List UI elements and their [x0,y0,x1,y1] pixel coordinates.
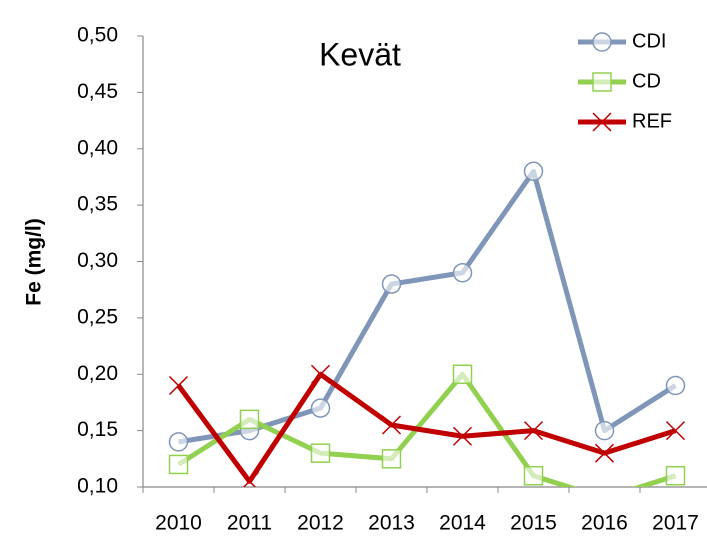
marker [168,375,189,396]
marker [665,465,686,486]
marker [665,421,686,441]
x-tick-label: 2011 [227,512,272,535]
marker [452,364,473,384]
y-tick-label: 0,20 [77,362,118,385]
y-tick-label: 0,50 [77,24,118,47]
marker [381,449,402,469]
marker [523,421,544,441]
y-tick-label: 0,25 [77,305,118,328]
y-tick-label: 0,35 [77,193,118,216]
marker [381,274,402,294]
x-tick-label: 2016 [581,512,628,535]
legend-label: REF [632,110,672,132]
x-tick-label: 2015 [510,512,557,535]
marker [523,465,544,486]
marker [310,364,331,384]
marker [239,471,260,487]
marker [594,443,615,463]
x-tick-label: 2014 [439,512,486,535]
marker [592,112,612,132]
marker [523,161,544,182]
x-tick-label: 2017 [652,512,699,535]
y-axis-label: Fe (mg/l) [23,218,46,306]
y-tick-label: 0,15 [77,418,118,441]
y-tick-label: 0,40 [77,136,118,159]
legend-label: CDI [632,30,666,52]
x-tick-label: 2013 [368,512,415,535]
series-line [176,371,677,484]
marker [665,375,686,396]
marker [592,32,612,52]
marker [168,432,189,452]
marker [310,443,331,463]
x-tick-label: 2010 [155,512,202,535]
marker [239,409,260,430]
marker [592,72,612,92]
series-line [177,371,677,487]
marker [452,426,473,446]
x-tick-label: 2012 [297,512,344,535]
y-tick-label: 0,30 [77,249,118,272]
legend-label: CD [632,70,661,92]
plot-area [168,161,686,487]
y-tick-label: 0,45 [77,80,118,103]
marker [310,398,331,418]
marker [452,263,473,283]
marker [381,415,402,435]
y-tick-label: 0,10 [77,475,118,498]
marker [168,454,189,475]
marker [594,420,615,441]
chart-title: Kevät [319,36,401,72]
